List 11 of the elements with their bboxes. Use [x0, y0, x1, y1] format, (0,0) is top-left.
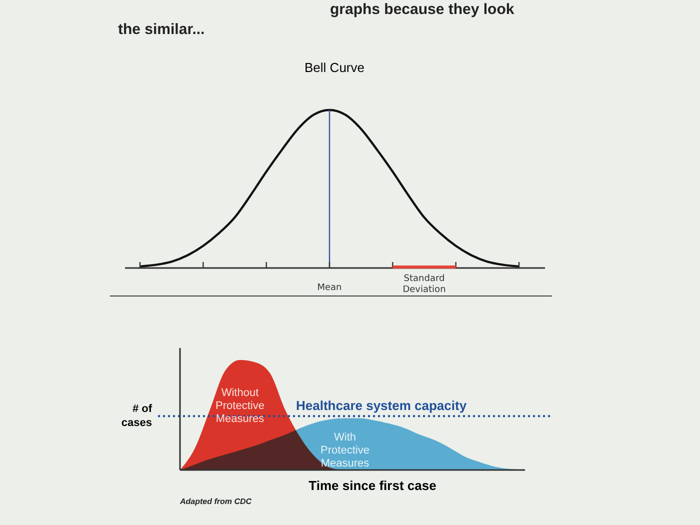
text: Standard Deviation: [402, 274, 446, 295]
chart-title: Bell Curve: [304, 60, 364, 75]
text: Adapted from CDC: [179, 497, 252, 506]
series-label: With Protective Measures: [320, 431, 370, 470]
text: the similar...: [118, 21, 205, 38]
ref-line-label: Healthcare system capacity: [296, 398, 468, 414]
series-label: Without Protective Measures: [216, 387, 265, 425]
y-axis-title: # of cases: [121, 403, 152, 429]
x-axis-title: Time since first case: [308, 478, 436, 493]
text: Mean: [317, 283, 342, 293]
text: graphs because they look: [330, 1, 515, 18]
